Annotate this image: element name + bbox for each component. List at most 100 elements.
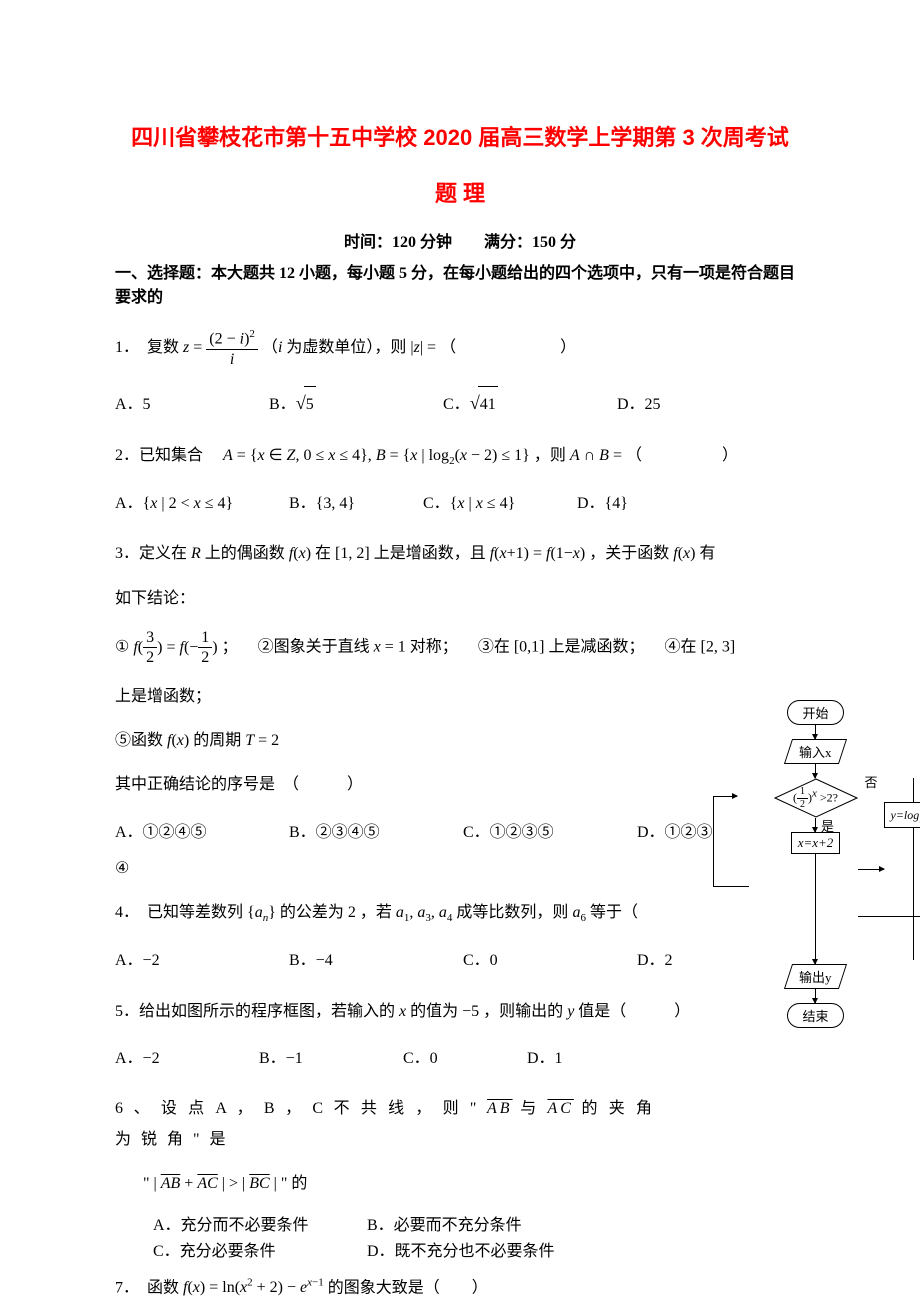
q6-line2: " | AB + AC | > | BC | " 的 [115,1169,805,1199]
q3-i3b: 上是减函数； [544,639,644,656]
q7-formula: f(x) = ln(x2 + 2) − ex−1 [183,1279,328,1296]
q3-t6: 有 [699,545,715,562]
fc-arrow-4 [815,854,816,964]
q3-i5b: 的周期 [189,732,245,749]
q2-opt-b: B．{3, 4} [289,486,419,521]
q2-ab: A ∩ B = [570,447,626,464]
q2-opt-a: A．{x | 2 < x ≤ 4} [115,486,285,521]
question-7: 7． 函数 f(x) = ln(x2 + 2) − ex−1 的图象大致是（ ） [115,1273,805,1303]
q1-opt-d: D．25 [617,387,737,422]
question-4: 4． 已知等差数列 {an} 的公差为 2 ，若 a1, a3, a4 成等比数… [115,898,805,929]
q4-d: 成等比数列，则 [456,904,572,921]
q4-c: ，若 [360,904,396,921]
fc-assign-x: x=x+2 [791,832,841,854]
fc-arrow-3 [815,818,816,832]
q6-l1: 6 、 设 点 A ， B ， C 不 共 线 ， 则 " [115,1100,487,1117]
section-1-head: 一、选择题：本大题共 12 小题，每小题 5 分，在每小题给出的四个选项中，只有… [115,262,805,310]
q6-l1b: 与 [520,1100,547,1117]
fc-input: 输入x [784,739,847,764]
q6-opt-a: A．充分而不必要条件 [153,1213,363,1239]
fc-assign-y: y=log2x2 [884,802,920,828]
q1-opt-c: C．41 [443,383,613,423]
fc-false-branch: y=log2x2 [858,778,920,960]
fc-merge-line [858,916,920,917]
q5-opt-b: B．−1 [259,1041,399,1076]
q3-i2b: 对称； [406,639,458,656]
q5-c: ，则输出的 [483,1003,567,1020]
q3-options: A．①②④⑤ B．②③④⑤ C．①②③⑤ D．①②③ [115,815,805,850]
q5-d: 值是（ ） [578,1003,690,1020]
q3-t3: 在 [315,545,335,562]
q4-b: 的公差为 [280,904,348,921]
q1-abs: |z| = [410,339,436,356]
q5-options: A．−2 B．−1 C．0 D．1 [115,1041,805,1076]
fc-end: 结束 [787,1003,843,1028]
q3-ask: 其中正确结论的序号是 （ ） [115,770,805,800]
q2-options: A．{x | 2 < x ≤ 4} B．{3, 4} C．{x | x ≤ 4}… [115,486,805,521]
q3-item5: ⑤函数 f(x) 的周期 T = 2 [115,726,805,756]
q1-opt-b: B．5 [269,383,439,423]
question-2: 2．已知集合 A = {x ∈ Z, 0 ≤ x ≤ 4}, B = {x | … [115,441,805,472]
fc-output: 输出y [784,964,847,989]
question-5: 5．给出如图所示的程序框图，若输入的 x 的值为 −5 ，则输出的 y 值是（ … [115,997,805,1027]
q3-opt-a: A．①②④⑤ [115,815,285,850]
q3-i5a: ⑤函数 [115,732,167,749]
fc-arrow-5 [815,989,816,1003]
document-title-line1: 四川省攀枝花市第十五中学校 2020 届高三数学上学期第 3 次周考试 [115,120,805,152]
q3-i1a: ① [115,639,133,656]
fc-arrow-1 [815,725,816,739]
q2-opt-d: D．{4} [577,486,697,521]
fc-decision: (12)x >2? 否 y=log2x2 [774,778,858,818]
q5-a: 5．给出如图所示的程序框图，若输入的 [115,1003,399,1020]
q1-formula: z = (2 − i)2i [183,339,262,356]
q4-opt-b: B．−4 [289,943,459,978]
q3-cont: 上是增函数； [115,682,805,712]
q4-opt-a: A．−2 [115,943,285,978]
q5-opt-a: A．−2 [115,1041,255,1076]
q5-opt-d: D．1 [527,1041,647,1076]
q6-options: A．充分而不必要条件 B．必要而不充分条件 C．充分必要条件 D．既不充分也不必… [115,1213,805,1264]
q3-t4: 上是增函数，且 [374,545,490,562]
q4-e: 等于（ [590,904,638,921]
q2-formula: A = {x ∈ Z, 0 ≤ x ≤ 4}, B = {x | log2(x … [223,447,534,464]
q7-b: 的图象大致是（ ） [328,1279,488,1296]
q3-opt-extra: ④ [115,854,805,884]
fc-arrow-2 [815,764,816,778]
q3-i1b: ； [222,639,238,656]
q2-text2: ，则 [534,447,570,464]
q2-opt-c: C．{x | x ≤ 4} [423,486,573,521]
q7-a: 7． 函数 [115,1279,183,1296]
fc-yes-label: 是 [821,816,834,835]
q3-i4a: ④在 [665,639,701,656]
q2-text: 2．已知集合 [115,447,219,464]
question-3: 3．定义在 R 上的偶函数 f(x) 在 [1, 2] 上是增函数，且 f(x+… [115,539,805,569]
q1-suffix: 为虚数单位），则 [282,339,410,356]
q1-options: A．5 B．5 C．41 D．25 [115,383,805,423]
q2-blank: （ ） [626,447,746,464]
q3-t2: 上的偶函数 [205,545,289,562]
q5-opt-c: C．0 [403,1041,523,1076]
q4-options: A．−2 B．−4 C．0 D．2 [115,943,805,978]
q5-b: 的值为 [410,1003,462,1020]
q6-l2b: + [184,1175,197,1192]
question-6: 6 、 设 点 A ， B ， C 不 共 线 ， 则 " AB 与 AC 的 … [115,1094,655,1155]
q3-opt-b: B．②③④⑤ [289,815,459,850]
q3-line2: 如下结论： [115,584,805,614]
q6-l2c: | > | [222,1175,249,1192]
fc-loop-vline [713,796,714,886]
q1-mid: （ [262,339,278,356]
q6-opt-b: B．必要而不充分条件 [367,1213,522,1239]
document-title-line2: 题 理 [115,176,805,208]
q3-t1: 3．定义在 [115,545,191,562]
q4-a: 4． 已知等差数列 [115,904,247,921]
q4-opt-c: C．0 [463,943,633,978]
fc-loop-htop [713,796,737,797]
q3-i1-eq: f(32) = f(−12) [133,639,221,656]
q3-i3a: ③在 [478,639,514,656]
q1-blank: （ ） [440,339,584,356]
fc-loop-hbot [713,886,749,887]
q1-opt-a: A．5 [115,387,265,422]
flowchart: 开始 输入x (12)x >2? 否 y=log2x2 是 x=x+2 [725,700,900,1028]
fc-start: 开始 [787,700,843,725]
exam-meta: 时间：120 分钟 满分：150 分 [115,228,805,252]
